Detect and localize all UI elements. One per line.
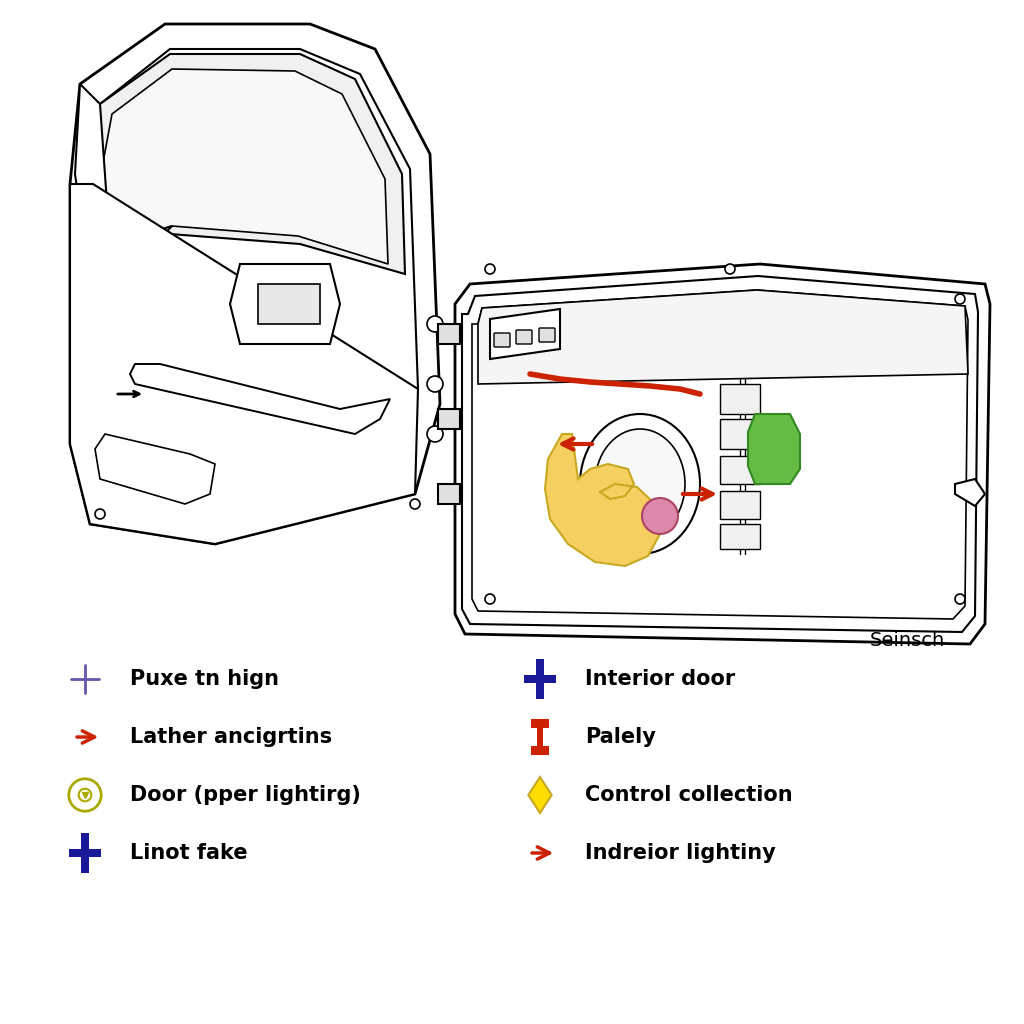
Circle shape	[95, 509, 105, 519]
Polygon shape	[462, 276, 978, 632]
FancyBboxPatch shape	[82, 834, 88, 872]
Polygon shape	[955, 479, 985, 506]
Polygon shape	[472, 290, 968, 618]
Text: Control collection: Control collection	[585, 785, 793, 805]
FancyBboxPatch shape	[720, 384, 760, 414]
Polygon shape	[93, 54, 406, 274]
Text: Door (pper lightirg): Door (pper lightirg)	[130, 785, 360, 805]
FancyBboxPatch shape	[516, 330, 532, 344]
Circle shape	[955, 294, 965, 304]
Circle shape	[955, 594, 965, 604]
Circle shape	[485, 594, 495, 604]
Polygon shape	[545, 434, 660, 566]
FancyBboxPatch shape	[720, 456, 760, 484]
Polygon shape	[438, 409, 460, 429]
Circle shape	[485, 264, 495, 274]
Polygon shape	[95, 434, 215, 504]
Circle shape	[427, 426, 443, 442]
FancyBboxPatch shape	[720, 419, 760, 449]
Circle shape	[427, 316, 443, 332]
Circle shape	[427, 376, 443, 392]
Polygon shape	[70, 24, 440, 544]
Polygon shape	[130, 364, 390, 434]
Polygon shape	[258, 284, 319, 324]
FancyBboxPatch shape	[720, 490, 760, 519]
Text: Puxe tn hign: Puxe tn hign	[130, 669, 279, 689]
FancyBboxPatch shape	[539, 328, 555, 342]
Polygon shape	[70, 184, 418, 544]
Polygon shape	[75, 84, 172, 264]
Circle shape	[725, 264, 735, 274]
FancyBboxPatch shape	[69, 849, 101, 857]
Bar	[538, 719, 543, 755]
FancyBboxPatch shape	[720, 524, 760, 549]
Text: Indreior lightiny: Indreior lightiny	[585, 843, 776, 863]
Polygon shape	[748, 414, 800, 484]
Polygon shape	[438, 484, 460, 504]
Circle shape	[410, 499, 420, 509]
Text: Seinsch: Seinsch	[870, 631, 945, 650]
Ellipse shape	[595, 429, 685, 539]
Circle shape	[642, 498, 678, 534]
Ellipse shape	[580, 414, 700, 554]
FancyBboxPatch shape	[537, 659, 544, 698]
Polygon shape	[490, 309, 560, 359]
Text: Linot fake: Linot fake	[130, 843, 248, 863]
Text: Lather ancigrtins: Lather ancigrtins	[130, 727, 332, 746]
Polygon shape	[528, 777, 552, 813]
Text: Palely: Palely	[585, 727, 656, 746]
Polygon shape	[90, 49, 418, 529]
Polygon shape	[100, 69, 388, 264]
Text: Interior door: Interior door	[585, 669, 735, 689]
Bar	[531, 746, 549, 755]
Polygon shape	[478, 290, 968, 384]
Polygon shape	[230, 264, 340, 344]
FancyBboxPatch shape	[494, 333, 510, 347]
Polygon shape	[455, 264, 990, 644]
FancyBboxPatch shape	[524, 675, 556, 683]
Bar	[531, 719, 549, 728]
Polygon shape	[438, 324, 460, 344]
